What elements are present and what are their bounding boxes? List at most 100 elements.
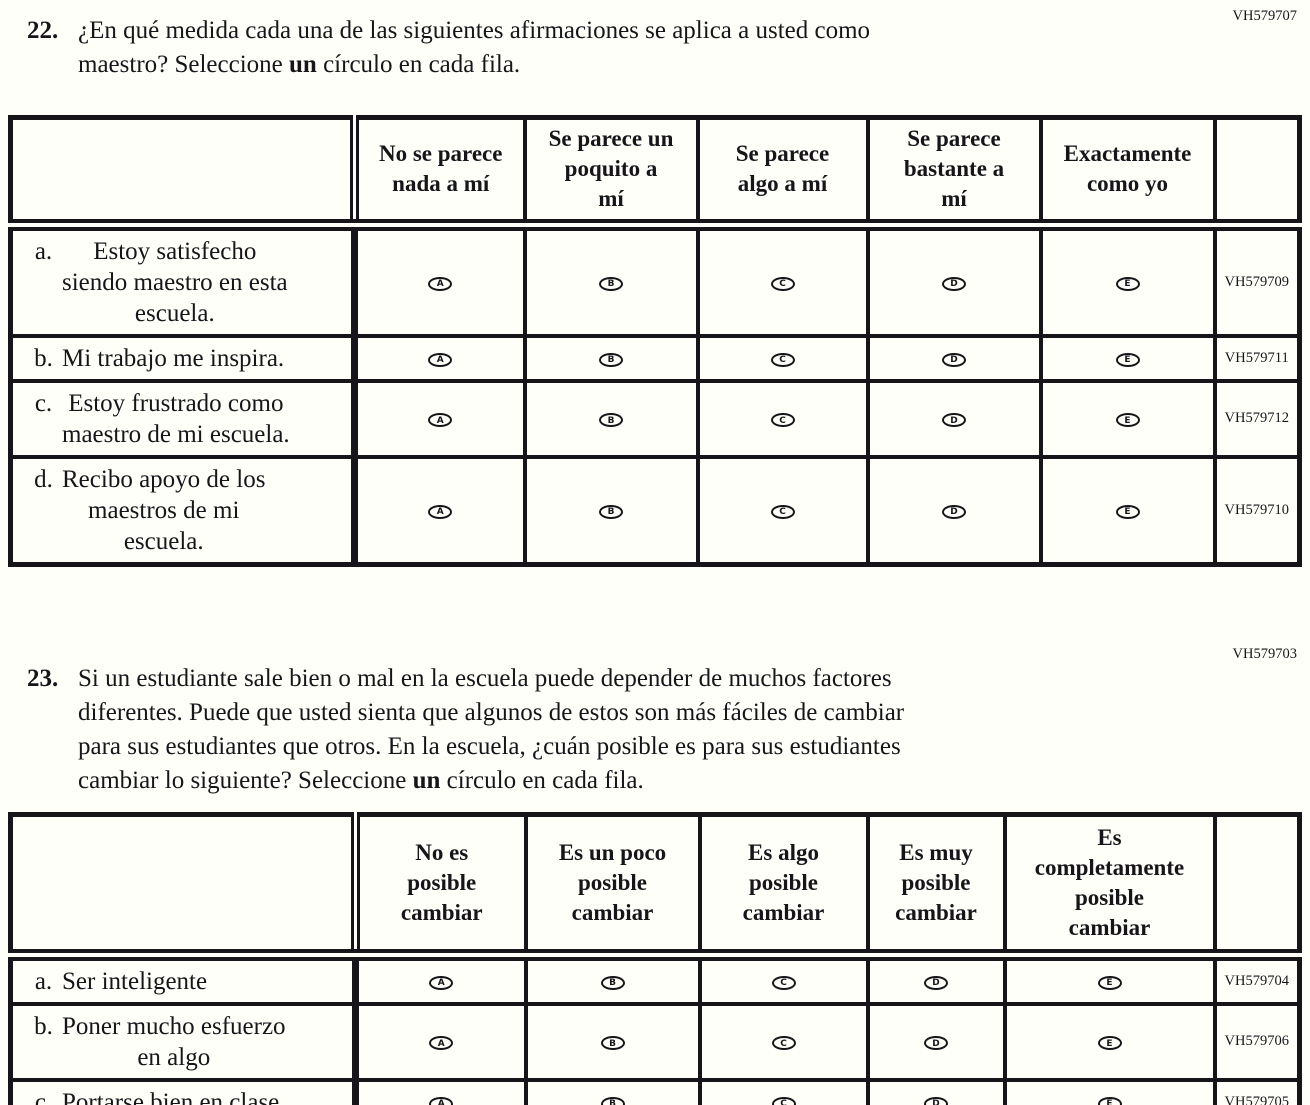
q22-b-bubble-c[interactable]: C xyxy=(770,352,795,367)
row-text: Recibo apoyo de los maestros de mi escue… xyxy=(62,465,266,555)
row-letter: c. xyxy=(34,389,53,417)
row-letter: b. xyxy=(34,344,53,372)
row-text: Ser inteligente xyxy=(62,967,208,995)
question-22-text-post: círculo en cada fila. xyxy=(316,51,521,78)
q23-header-code-col xyxy=(1212,812,1302,961)
row-letter: c. xyxy=(34,1088,53,1105)
q22-c-bubble-e[interactable]: E xyxy=(1115,413,1140,427)
q23-c-bubble-e[interactable]: E xyxy=(1097,1096,1122,1105)
question-22-text-bold: un xyxy=(289,51,317,78)
q23-a-bubble-e[interactable]: E xyxy=(1097,975,1122,990)
q22-a-bubble-c[interactable]: C xyxy=(770,276,795,291)
q23-c-bubble-b[interactable]: B xyxy=(600,1096,625,1105)
q22-c-bubble-d[interactable]: D xyxy=(942,413,966,427)
q22-b-bubble-e[interactable]: E xyxy=(1115,352,1140,367)
q23-header-col-4: Es muy posible cambiar xyxy=(865,812,1007,961)
q22-header-col-4: Se parece bastante a mí xyxy=(865,115,1043,231)
row-code: VH579712 xyxy=(1212,378,1302,459)
item-code-q23: VH579703 xyxy=(1232,646,1297,662)
q22-row-a-label: a. Estoy satisfecho siendo maestro en est… xyxy=(8,222,358,338)
q23-b-bubble-e[interactable]: E xyxy=(1097,1036,1122,1050)
q22-d-bubble-d[interactable]: D xyxy=(942,504,966,519)
row-text: Estoy frustrado como maestro de mi escue… xyxy=(62,389,290,448)
q23-header-col-2: Es un poco posible cambiar xyxy=(523,812,702,961)
table-row: a. Estoy satisfecho siendo maestro en est… xyxy=(8,222,1302,338)
question-23-text: Si un estudiante sale bien o mal en la e… xyxy=(78,662,904,798)
table-row: c. Portarse bien en clase A B C D E VH579… xyxy=(8,1077,1302,1105)
question-23-text-pre: Si un estudiante sale bien o mal en la e… xyxy=(78,665,905,794)
q23-c-bubble-a[interactable]: A xyxy=(429,1096,454,1105)
q22-row-c-label: c. Estoy frustrado como maestro de mi esc… xyxy=(8,378,358,459)
q22-a-bubble-e[interactable]: E xyxy=(1115,276,1140,291)
q22-b-bubble-b[interactable]: B xyxy=(599,352,623,367)
q22-header-col-1: No se parece nada a mí xyxy=(352,115,527,231)
q22-row-b-label: b. Mi trabajo me inspira. xyxy=(8,333,358,383)
q23-row-b-label: b. Poner mucho esfuerzo en algo xyxy=(8,1001,359,1082)
row-code: VH579709 xyxy=(1212,222,1302,338)
q22-header-col-3: Se parece algo a mí xyxy=(695,115,870,231)
q22-header-row: No se parece nada a mí Se parece un poqu… xyxy=(8,115,1302,231)
q23-row-a-label: a. Ser inteligente xyxy=(8,952,359,1006)
q23-b-bubble-a[interactable]: A xyxy=(429,1036,454,1050)
q23-b-bubble-c[interactable]: C xyxy=(771,1036,796,1050)
q23-a-bubble-a[interactable]: A xyxy=(429,975,454,990)
row-code: VH579705 xyxy=(1212,1077,1302,1105)
q23-header-col-3: Es algo posible cambiar xyxy=(697,812,870,961)
q22-d-bubble-e[interactable]: E xyxy=(1115,504,1140,519)
q22-d-bubble-c[interactable]: C xyxy=(770,504,795,519)
question-22: 22. ¿En qué medida cada una de las sigui… xyxy=(27,14,870,82)
q22-b-bubble-a[interactable]: A xyxy=(428,352,453,367)
q23-header-row: No es posible cambiar Es un poco posible… xyxy=(8,812,1302,961)
row-code: VH579710 xyxy=(1212,454,1302,566)
q22-a-bubble-a[interactable]: A xyxy=(428,276,453,291)
table-row: b. Mi trabajo me inspira. A B C D E VH579… xyxy=(8,333,1302,383)
question-22-text-pre: ¿En qué medida cada una de las siguiente… xyxy=(78,17,871,78)
q23-a-bubble-c[interactable]: C xyxy=(771,975,796,990)
q22-d-bubble-b[interactable]: B xyxy=(599,504,623,519)
question-22-text: ¿En qué medida cada una de las siguiente… xyxy=(78,14,870,82)
q23-b-bubble-b[interactable]: B xyxy=(600,1036,625,1050)
row-text: Estoy satisfecho siendo maestro en esta … xyxy=(62,237,288,327)
q22-header-col-5: Exactamente como yo xyxy=(1038,115,1217,231)
row-code: VH579704 xyxy=(1212,952,1302,1006)
q23-c-bubble-d[interactable]: D xyxy=(924,1096,948,1105)
question-23: 23. Si un estudiante sale bien o mal en … xyxy=(27,662,904,798)
q23-header-stub xyxy=(8,812,360,961)
q23-header-col-1: No es posible cambiar xyxy=(353,812,528,961)
q23-header-col-5: Es completamente posible cambiar xyxy=(1002,812,1217,961)
q22-a-bubble-d[interactable]: D xyxy=(942,276,966,291)
table-row: d. Recibo apoyo de los maestros de mi esc… xyxy=(8,454,1302,566)
q22-a-bubble-b[interactable]: B xyxy=(599,276,623,291)
q22-header-code-col xyxy=(1212,115,1302,231)
item-code-q22: VH579707 xyxy=(1232,8,1297,24)
table-row: b. Poner mucho esfuerzo en algo A B C D E… xyxy=(8,1001,1302,1082)
q22-c-bubble-c[interactable]: C xyxy=(770,413,795,427)
row-letter: a. xyxy=(34,237,53,265)
q22-header-stub xyxy=(8,115,359,231)
q23-response-table: No es posible cambiar Es un poco posible… xyxy=(8,812,1302,1105)
row-code: VH579711 xyxy=(1212,333,1302,383)
row-letter: d. xyxy=(34,465,53,493)
q22-row-d-label: d. Recibo apoyo de los maestros de mi esc… xyxy=(8,454,358,566)
row-letter: b. xyxy=(34,1012,53,1040)
row-letter: a. xyxy=(34,967,53,995)
table-row: a. Ser inteligente A B C D E VH579704 xyxy=(8,952,1302,1006)
q22-d-bubble-a[interactable]: A xyxy=(428,504,453,519)
q23-a-bubble-b[interactable]: B xyxy=(600,975,625,990)
q23-c-bubble-c[interactable]: C xyxy=(771,1096,796,1105)
row-text: Poner mucho esfuerzo en algo xyxy=(62,1012,286,1071)
q22-header-col-2: Se parece un poquito a mí xyxy=(522,115,700,231)
q22-c-bubble-a[interactable]: A xyxy=(428,413,453,427)
question-23-text-post: círculo en cada fila. xyxy=(440,767,644,794)
q22-c-bubble-b[interactable]: B xyxy=(599,413,623,427)
q22-response-table: No se parece nada a mí Se parece un poqu… xyxy=(8,115,1302,567)
question-23-text-bold: un xyxy=(412,767,441,794)
q23-b-bubble-d[interactable]: D xyxy=(924,1036,948,1050)
row-code: VH579706 xyxy=(1212,1001,1302,1082)
q23-a-bubble-d[interactable]: D xyxy=(924,975,948,990)
question-22-number: 22. xyxy=(27,17,59,44)
q23-row-c-label: c. Portarse bien en clase xyxy=(8,1077,359,1105)
table-row: c. Estoy frustrado como maestro de mi esc… xyxy=(8,378,1302,459)
q22-b-bubble-d[interactable]: D xyxy=(942,352,966,367)
